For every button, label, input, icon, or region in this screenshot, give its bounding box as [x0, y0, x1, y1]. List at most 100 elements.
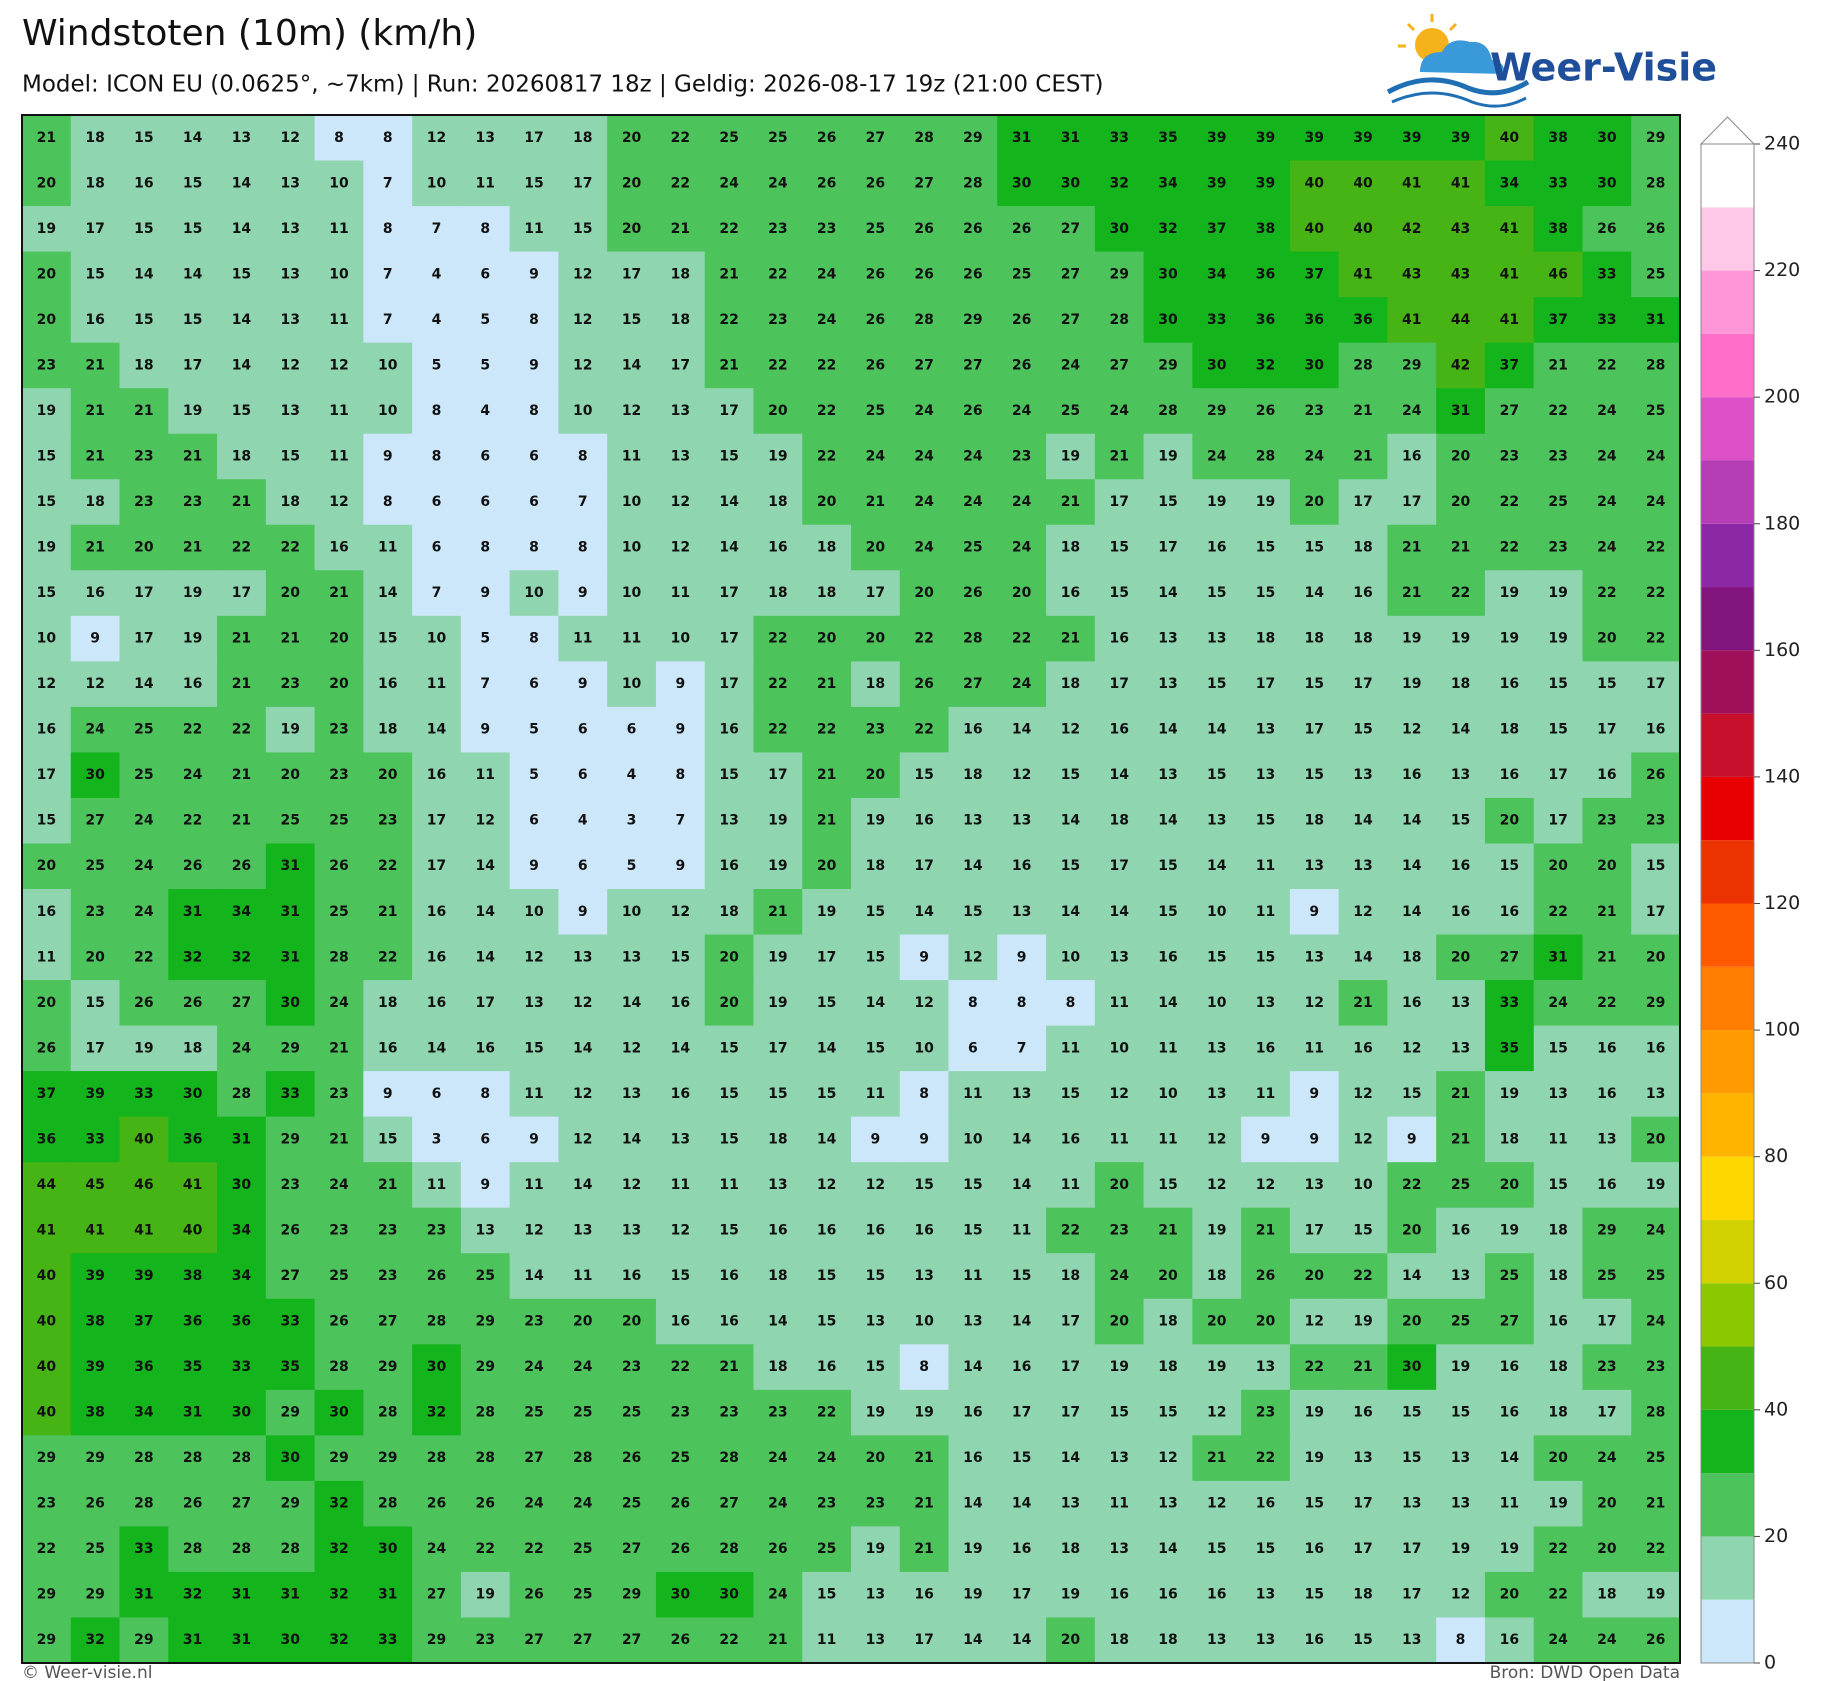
- cell-label: 20: [866, 1450, 886, 1466]
- cell-label: 17: [134, 585, 153, 601]
- grid-cell: [997, 570, 1047, 617]
- cell-label: 9: [383, 1086, 393, 1102]
- grid-cell: [753, 115, 803, 162]
- grid-cell: [1582, 1617, 1632, 1664]
- cell-label: 25: [85, 858, 104, 874]
- cell-label: 22: [37, 1541, 56, 1557]
- grid-cell: [363, 1435, 413, 1482]
- grid-cell: [22, 388, 72, 435]
- grid-cell: [753, 297, 803, 344]
- grid-cell: [217, 1571, 267, 1618]
- cell-label: 12: [866, 1177, 885, 1193]
- grid-cell: [509, 206, 559, 253]
- cell-label: 11: [1109, 1496, 1128, 1512]
- cell-label: 22: [1402, 1177, 1421, 1193]
- grid-cell: [1484, 1435, 1535, 1482]
- cell-label: 11: [329, 403, 348, 419]
- grid-cell: [1143, 980, 1193, 1027]
- cell-label: 31: [280, 858, 299, 874]
- cell-label: 9: [1407, 1131, 1417, 1147]
- grid-cell: [1241, 1116, 1291, 1163]
- cell-label: 17: [1158, 540, 1177, 556]
- grid-cell: [1582, 843, 1632, 890]
- colorbar-label: 20: [1764, 1525, 1788, 1547]
- grid-cell: [997, 251, 1047, 298]
- cell-label: 17: [1305, 722, 1324, 738]
- cell-label: 36: [232, 1314, 251, 1330]
- cell-label: 17: [914, 858, 933, 874]
- cell-label: 14: [1207, 858, 1227, 874]
- grid-cell: [217, 160, 267, 207]
- cell-label: 40: [1305, 221, 1325, 237]
- cell-label: 24: [1597, 540, 1617, 556]
- cell-label: 22: [1597, 357, 1616, 373]
- grid-cell: [314, 1571, 364, 1618]
- grid-cell: [168, 251, 218, 298]
- colorbar-segment: [1701, 270, 1754, 334]
- grid-cell: [1192, 661, 1242, 708]
- grid-cell: [851, 479, 901, 526]
- cell-label: 17: [768, 767, 787, 783]
- cell-label: 12: [280, 357, 299, 373]
- grid-cell: [1387, 980, 1437, 1027]
- cell-label: 22: [1646, 540, 1665, 556]
- cell-label: 24: [524, 1359, 544, 1375]
- cell-label: 19: [183, 585, 202, 601]
- cell-label: 18: [378, 722, 397, 738]
- grid-cell: [1582, 433, 1632, 480]
- cell-label: 19: [1207, 1359, 1226, 1375]
- cell-label: 20: [866, 631, 886, 647]
- cell-label: 13: [1646, 1086, 1665, 1102]
- grid-cell: [119, 388, 169, 435]
- grid-cell: [1387, 1389, 1437, 1436]
- cell-label: 22: [183, 722, 202, 738]
- grid-cell: [1436, 115, 1486, 162]
- cell-label: 22: [768, 357, 787, 373]
- grid-cell: [1241, 1571, 1291, 1618]
- grid-cell: [363, 1162, 413, 1209]
- cell-label: 14: [134, 266, 154, 282]
- grid-cell: [363, 797, 413, 844]
- cell-label: 14: [1012, 1177, 1032, 1193]
- cell-label: 22: [671, 1359, 690, 1375]
- cell-label: 12: [622, 403, 641, 419]
- cell-label: 29: [134, 1632, 153, 1648]
- grid-cell: [1192, 934, 1242, 981]
- cell-label: 20: [1402, 1314, 1422, 1330]
- cell-label: 12: [963, 949, 982, 965]
- grid-cell: [1631, 661, 1681, 708]
- cell-label: 24: [768, 1587, 788, 1603]
- grid-cell: [70, 1025, 121, 1072]
- grid-cell: [412, 570, 462, 617]
- grid-cell: [607, 1298, 657, 1345]
- grid-cell: [1533, 797, 1583, 844]
- cell-label: 22: [719, 1632, 738, 1648]
- cell-label: 35: [1500, 1040, 1519, 1056]
- grid-cell: [1436, 752, 1486, 799]
- grid-cell: [704, 524, 754, 571]
- grid-cell: [265, 1389, 316, 1436]
- grid-cell: [460, 889, 511, 936]
- cell-label: 9: [480, 1177, 490, 1193]
- cell-label: 15: [1061, 1086, 1080, 1102]
- cell-label: 14: [476, 904, 496, 920]
- cell-label: 18: [1451, 676, 1470, 692]
- grid-cell: [1631, 524, 1681, 571]
- grid-cell: [948, 388, 998, 435]
- cell-label: 19: [768, 813, 787, 829]
- grid-cell: [1582, 1162, 1632, 1209]
- cell-label: 20: [85, 949, 105, 965]
- cell-label: 18: [1158, 1632, 1177, 1648]
- cell-label: 18: [1158, 1359, 1177, 1375]
- grid-cell: [899, 934, 950, 981]
- grid-cell: [1046, 479, 1096, 526]
- cell-label: 19: [37, 540, 56, 556]
- cell-label: 18: [1305, 631, 1324, 647]
- cell-label: 10: [622, 676, 642, 692]
- cell-label: 14: [573, 1177, 593, 1193]
- cell-label: 19: [1353, 1314, 1372, 1330]
- grid-cell: [1582, 342, 1632, 389]
- grid-cell: [997, 1571, 1047, 1618]
- cell-label: 18: [1305, 813, 1324, 829]
- cell-label: 15: [134, 130, 153, 146]
